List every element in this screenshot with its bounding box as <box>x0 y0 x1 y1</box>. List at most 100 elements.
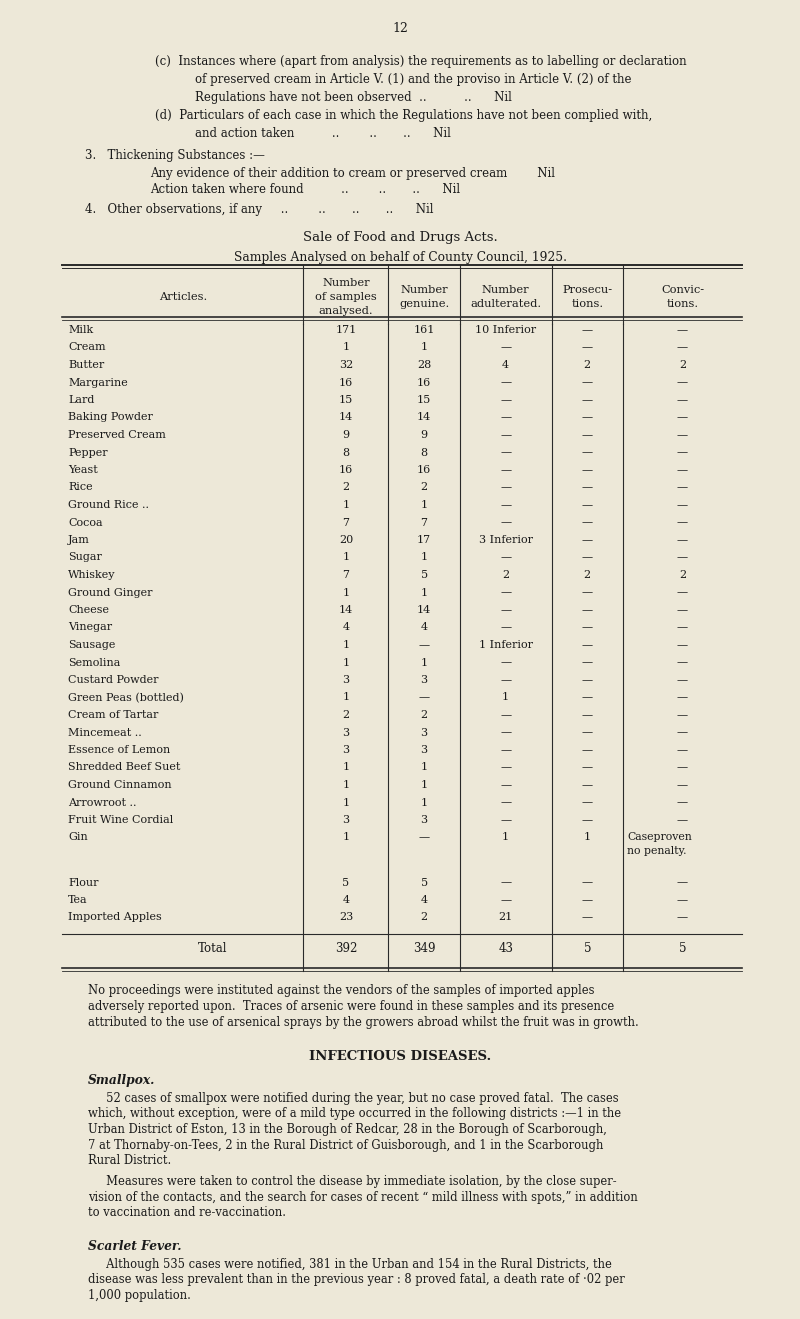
Text: —: — <box>677 657 688 667</box>
Text: 3: 3 <box>342 745 350 754</box>
Text: 2: 2 <box>679 360 686 371</box>
Text: 2: 2 <box>502 570 510 580</box>
Text: —: — <box>500 553 511 562</box>
Text: 15: 15 <box>338 394 353 405</box>
Text: —: — <box>500 413 511 422</box>
Text: —: — <box>677 553 688 562</box>
Text: 3 Inferior: 3 Inferior <box>478 536 533 545</box>
Text: 2: 2 <box>584 360 591 371</box>
Text: 2: 2 <box>679 570 686 580</box>
Text: Pepper: Pepper <box>68 447 108 458</box>
Text: 4: 4 <box>342 896 350 905</box>
Text: —: — <box>582 728 593 737</box>
Text: Sale of Food and Drugs Acts.: Sale of Food and Drugs Acts. <box>302 231 498 244</box>
Text: 8: 8 <box>421 447 428 458</box>
Text: 4: 4 <box>342 623 350 633</box>
Text: 1: 1 <box>342 692 350 703</box>
Text: 2: 2 <box>421 710 428 720</box>
Text: —: — <box>500 762 511 773</box>
Text: Tea: Tea <box>68 896 88 905</box>
Text: 2: 2 <box>342 483 350 492</box>
Text: —: — <box>500 394 511 405</box>
Text: of samples: of samples <box>315 291 377 302</box>
Text: —: — <box>677 640 688 650</box>
Text: Whiskey: Whiskey <box>68 570 115 580</box>
Text: —: — <box>677 692 688 703</box>
Text: —: — <box>500 623 511 633</box>
Text: 1: 1 <box>421 587 428 598</box>
Text: —: — <box>582 587 593 598</box>
Text: 7: 7 <box>421 517 427 528</box>
Text: Mincemeat ..: Mincemeat .. <box>68 728 142 737</box>
Text: 4: 4 <box>502 360 510 371</box>
Text: —: — <box>677 623 688 633</box>
Text: —: — <box>582 517 593 528</box>
Text: Rice: Rice <box>68 483 93 492</box>
Text: 7 at Thornaby-on-Tees, 2 in the Rural District of Guisborough, and 1 in the Scar: 7 at Thornaby-on-Tees, 2 in the Rural Di… <box>88 1138 603 1151</box>
Text: INFECTIOUS DISEASES.: INFECTIOUS DISEASES. <box>309 1050 491 1063</box>
Text: —: — <box>582 536 593 545</box>
Text: 3: 3 <box>342 815 350 824</box>
Text: —: — <box>500 877 511 888</box>
Text: —: — <box>677 745 688 754</box>
Text: 14: 14 <box>338 413 353 422</box>
Text: 14: 14 <box>417 413 431 422</box>
Text: 52 cases of smallpox were notified during the year, but no case proved fatal.  T: 52 cases of smallpox were notified durin… <box>88 1092 618 1105</box>
Text: Although 535 cases were notified, 381 in the Urban and 154 in the Rural District: Although 535 cases were notified, 381 in… <box>88 1258 612 1272</box>
Text: 1,000 population.: 1,000 population. <box>88 1289 191 1302</box>
Text: —: — <box>677 517 688 528</box>
Text: tions.: tions. <box>571 299 603 309</box>
Text: —: — <box>582 466 593 475</box>
Text: —: — <box>582 657 593 667</box>
Text: Number: Number <box>482 285 530 295</box>
Text: Cocoa: Cocoa <box>68 517 102 528</box>
Text: —: — <box>500 377 511 388</box>
Text: —: — <box>582 377 593 388</box>
Text: 4: 4 <box>421 623 428 633</box>
Text: Jam: Jam <box>68 536 90 545</box>
Text: 1: 1 <box>502 832 510 843</box>
Text: —: — <box>582 877 593 888</box>
Text: 1: 1 <box>342 640 350 650</box>
Text: —: — <box>418 640 430 650</box>
Text: 1: 1 <box>421 798 428 807</box>
Text: —: — <box>582 605 593 615</box>
Text: which, without exception, were of a mild type occurred in the following district: which, without exception, were of a mild… <box>88 1108 621 1121</box>
Text: —: — <box>677 798 688 807</box>
Text: —: — <box>677 413 688 422</box>
Text: Sausage: Sausage <box>68 640 115 650</box>
Text: 349: 349 <box>413 942 435 955</box>
Text: Rural District.: Rural District. <box>88 1154 171 1167</box>
Text: 1: 1 <box>342 587 350 598</box>
Text: Caseproven: Caseproven <box>627 832 692 843</box>
Text: —: — <box>677 877 688 888</box>
Text: 9: 9 <box>342 430 350 441</box>
Text: 1: 1 <box>421 657 428 667</box>
Text: Flour: Flour <box>68 877 98 888</box>
Text: tions.: tions. <box>666 299 698 309</box>
Text: Margarine: Margarine <box>68 377 128 388</box>
Text: 1: 1 <box>342 657 350 667</box>
Text: 1: 1 <box>342 832 350 843</box>
Text: 16: 16 <box>417 466 431 475</box>
Text: 7: 7 <box>342 517 350 528</box>
Text: 20: 20 <box>338 536 353 545</box>
Text: —: — <box>582 780 593 790</box>
Text: 392: 392 <box>334 942 357 955</box>
Text: no penalty.: no penalty. <box>627 847 686 856</box>
Text: 1: 1 <box>421 780 428 790</box>
Text: —: — <box>500 780 511 790</box>
Text: —: — <box>677 447 688 458</box>
Text: —: — <box>677 780 688 790</box>
Text: Shredded Beef Suet: Shredded Beef Suet <box>68 762 180 773</box>
Text: —: — <box>677 324 688 335</box>
Text: adulterated.: adulterated. <box>470 299 542 309</box>
Text: —: — <box>677 913 688 922</box>
Text: Arrowroot ..: Arrowroot .. <box>68 798 137 807</box>
Text: 1: 1 <box>342 780 350 790</box>
Text: 3: 3 <box>421 745 428 754</box>
Text: 23: 23 <box>338 913 353 922</box>
Text: 4.   Other observations, if any     ..        ..       ..       ..      Nil: 4. Other observations, if any .. .. .. .… <box>85 203 434 216</box>
Text: —: — <box>677 896 688 905</box>
Text: —: — <box>582 394 593 405</box>
